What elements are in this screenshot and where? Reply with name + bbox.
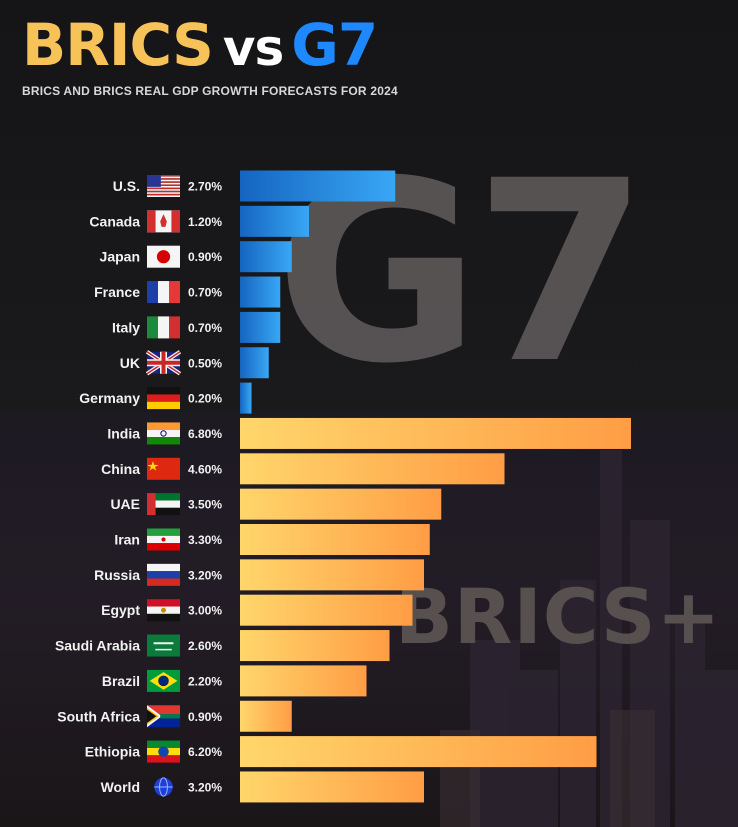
us-flag-icon xyxy=(147,175,180,197)
g7-bar xyxy=(240,276,281,308)
city-skyline-backdrop xyxy=(440,450,738,827)
title-vs: vs xyxy=(222,19,284,77)
uae-flag-icon xyxy=(147,493,180,516)
china-flag-icon xyxy=(147,457,180,480)
value-label: 0.90% xyxy=(188,710,222,724)
page-title: BRICS vs G7 xyxy=(22,11,378,81)
country-label: World xyxy=(101,779,140,795)
brics-bar xyxy=(240,700,292,732)
brics-bar xyxy=(240,736,597,768)
value-label: 1.20% xyxy=(188,215,222,229)
value-label: 6.80% xyxy=(188,427,222,441)
country-label: Brazil xyxy=(102,673,140,689)
country-label: U.S. xyxy=(113,178,140,194)
title-brics: BRICS xyxy=(22,11,214,79)
brics-bar xyxy=(240,559,424,591)
ethiopia-flag-icon xyxy=(147,740,180,763)
russia-flag-icon xyxy=(147,563,180,586)
value-label: 3.00% xyxy=(188,604,222,618)
country-label: France xyxy=(94,284,140,300)
value-label: 6.20% xyxy=(188,745,222,759)
country-label: Ethiopia xyxy=(85,744,140,760)
france-flag-icon xyxy=(147,281,180,304)
country-label: Saudi Arabia xyxy=(55,638,140,654)
canada-flag-icon xyxy=(147,210,180,233)
brics-bar xyxy=(240,453,505,485)
chart-subtitle: BRICS AND BRICS REAL GDP GROWTH FORECAST… xyxy=(22,84,398,98)
country-label: India xyxy=(107,425,140,441)
brics-bar xyxy=(240,771,424,803)
value-label: 0.70% xyxy=(188,286,222,300)
world-globe-icon xyxy=(154,777,173,797)
iran-flag-icon xyxy=(147,528,180,551)
country-label: China xyxy=(101,461,140,477)
country-label: UK xyxy=(120,355,140,371)
value-label: 0.20% xyxy=(188,392,222,406)
value-label: 3.20% xyxy=(188,568,222,582)
italy-flag-icon xyxy=(147,316,180,339)
value-label: 0.50% xyxy=(188,356,222,370)
g7-bar xyxy=(240,170,396,202)
brics-plus-watermark: BRICS+ xyxy=(395,572,722,661)
brics-bar xyxy=(240,594,413,626)
japan-flag-icon xyxy=(147,245,180,268)
country-label: Iran xyxy=(114,532,140,548)
south-africa-flag-icon xyxy=(147,705,180,728)
egypt-flag-icon xyxy=(147,599,180,622)
value-label: 3.30% xyxy=(188,533,222,547)
brics-bar xyxy=(240,524,430,555)
g7-bar xyxy=(240,205,309,237)
brics-bar xyxy=(240,630,390,662)
value-label: 4.60% xyxy=(188,462,222,476)
brics-bar xyxy=(240,665,367,697)
g7-bar xyxy=(240,382,252,414)
brazil-flag-icon xyxy=(147,669,180,692)
india-flag-icon xyxy=(147,422,180,445)
g7-bar xyxy=(240,241,292,273)
uk-flag-icon xyxy=(145,350,182,376)
country-label: Canada xyxy=(89,213,140,229)
value-label: 2.70% xyxy=(188,180,222,194)
country-label: South Africa xyxy=(57,708,140,724)
background-top xyxy=(0,0,738,420)
country-label: Russia xyxy=(94,567,140,583)
country-label: Italy xyxy=(112,319,140,335)
germany-flag-icon xyxy=(147,387,180,410)
value-label: 0.70% xyxy=(188,321,222,335)
saudi-arabia-flag-icon xyxy=(147,634,180,657)
g7-bar xyxy=(240,311,281,343)
value-label: 2.60% xyxy=(188,639,222,653)
value-label: 0.90% xyxy=(188,250,222,264)
brics-bar xyxy=(240,488,442,520)
brics-bar xyxy=(240,417,631,449)
country-label: Germany xyxy=(79,390,140,406)
value-label: 3.20% xyxy=(188,780,222,794)
country-label: Egypt xyxy=(101,602,140,618)
value-label: 2.20% xyxy=(188,674,222,688)
value-label: 3.50% xyxy=(188,498,222,512)
g7-bar xyxy=(240,347,269,379)
country-label: Japan xyxy=(100,249,140,265)
title-g7: G7 xyxy=(291,11,378,79)
country-label: UAE xyxy=(110,496,140,512)
